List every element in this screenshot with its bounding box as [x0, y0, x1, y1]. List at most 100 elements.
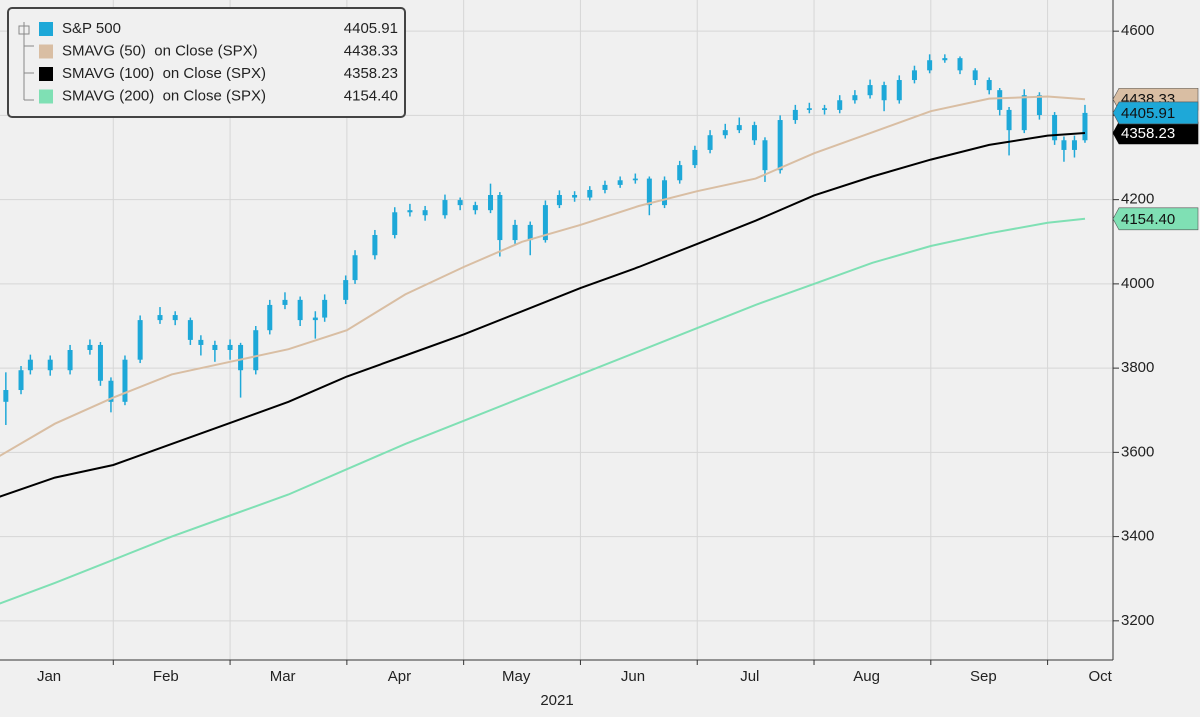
candle-body	[87, 344, 93, 351]
y-tick-label: 3800	[1121, 359, 1154, 376]
candle-body	[587, 189, 593, 198]
legend-collapse	[18, 25, 30, 35]
candle-body	[157, 315, 163, 321]
legend: S&P 500 4405.91 SMAVG (50) on Close (SPX) 4…	[7, 7, 406, 118]
candle-body	[27, 359, 33, 371]
candle-body	[1021, 95, 1027, 131]
candle-body	[312, 317, 318, 321]
candle-body	[1082, 112, 1088, 141]
candle-body	[67, 350, 73, 371]
y-tick-label: 3600	[1121, 443, 1154, 460]
legend-swatch	[39, 89, 53, 104]
x-tick-label: Feb	[153, 668, 179, 685]
y-tick-label: 3200	[1121, 612, 1154, 629]
candle-body	[957, 58, 963, 71]
candle-body	[472, 205, 478, 211]
candle-body	[881, 85, 887, 101]
candle-body	[972, 70, 978, 81]
candle-body	[122, 359, 128, 402]
candle-body	[212, 344, 218, 351]
legend-swatch	[39, 67, 53, 81]
candle-body	[47, 359, 53, 371]
y-tick-label: 4000	[1121, 275, 1154, 292]
y-tick-label: 4200	[1121, 191, 1154, 208]
candle-body	[322, 299, 328, 318]
candle-body	[707, 135, 713, 150]
candle-body	[137, 320, 143, 360]
candle-body	[343, 280, 349, 300]
candle-body	[198, 339, 204, 345]
x-tick-label: Mar	[270, 668, 296, 685]
candle-body	[896, 80, 902, 101]
price-tag-label: 4405.91	[1121, 105, 1175, 122]
candle-body	[852, 95, 858, 101]
legend-label: S&P 500	[62, 20, 121, 37]
candle-body	[497, 195, 503, 241]
candle-body	[512, 224, 518, 241]
y-tick-label: 3400	[1121, 528, 1154, 545]
candle-body	[942, 58, 948, 61]
candle-body	[3, 390, 9, 402]
x-tick-label: Sep	[970, 668, 997, 685]
candle-body	[911, 70, 917, 81]
candle-body	[372, 235, 378, 256]
x-tick-label: May	[502, 668, 531, 685]
candle-body	[646, 178, 652, 206]
legend-tree	[23, 22, 34, 101]
candle-body	[762, 140, 768, 171]
plot-area	[0, 54, 1088, 605]
candle-body	[172, 315, 178, 321]
y-tick-label: 4600	[1121, 22, 1154, 39]
candle-body	[297, 299, 303, 321]
candle-body	[238, 344, 244, 371]
candle-body	[806, 108, 812, 110]
x-tick-label: Jul	[740, 668, 759, 685]
legend-swatch	[39, 44, 53, 59]
candle-body	[542, 205, 548, 241]
x-tick-label: Aug	[853, 668, 880, 685]
candle-body	[1036, 95, 1042, 115]
x-tick-label: Apr	[388, 668, 411, 685]
legend-value: 4405.91	[344, 20, 398, 37]
x-axis-label: 2021	[540, 692, 573, 709]
candle-body	[97, 344, 103, 381]
legend-label: SMAVG (200) on Close (SPX)	[62, 87, 266, 104]
candle-body	[822, 108, 828, 110]
price-tag	[1112, 121, 1199, 145]
candle-body	[692, 149, 698, 166]
candle-body	[187, 320, 193, 340]
candle-body	[488, 195, 494, 211]
legend-value: 4358.23	[344, 65, 398, 82]
legend-swatch	[39, 22, 53, 36]
candle-body	[927, 60, 933, 71]
candle-body	[18, 370, 24, 391]
candle-body	[267, 304, 273, 331]
candle-body	[1061, 140, 1067, 150]
candle-body	[1052, 114, 1058, 141]
x-tick-label: Oct	[1088, 668, 1112, 685]
candle-body	[422, 210, 428, 216]
candle-body	[527, 224, 533, 241]
x-tick-label: Jan	[37, 668, 61, 685]
candle-body	[602, 184, 608, 190]
candle-body	[662, 180, 668, 206]
candle-body	[722, 130, 728, 136]
candle-body	[572, 195, 578, 198]
sma-line	[0, 217, 1086, 605]
candle-body	[617, 180, 623, 185]
candle-body	[777, 120, 783, 171]
candle-body	[457, 200, 463, 206]
legend-label: SMAVG (50) on Close (SPX)	[62, 42, 258, 59]
candle-body	[837, 100, 843, 110]
candle-body	[227, 344, 233, 351]
candle-body	[1006, 109, 1012, 131]
candle-body	[282, 299, 288, 305]
candle-body	[352, 255, 358, 281]
price-tag-label: 4358.23	[1121, 125, 1175, 142]
legend-label: SMAVG (100) on Close (SPX)	[62, 65, 266, 82]
legend-value: 4438.33	[344, 42, 398, 59]
candle-body	[108, 380, 114, 402]
